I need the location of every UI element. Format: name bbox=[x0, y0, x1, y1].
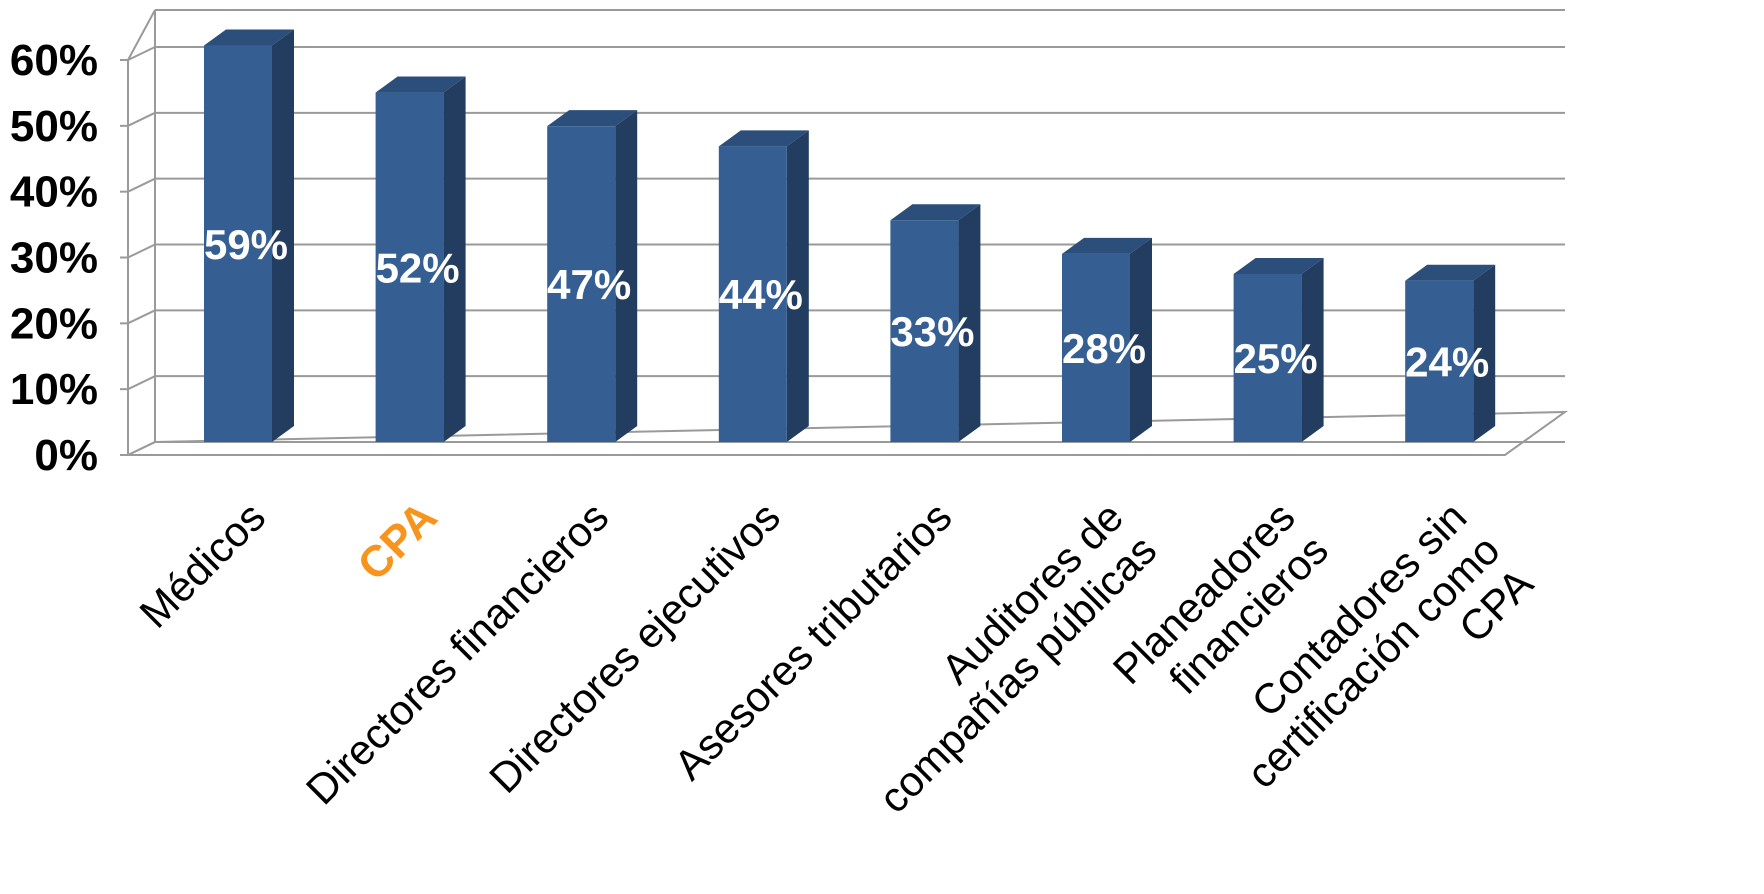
y-tick-label: 60% bbox=[10, 36, 98, 85]
floor-outline bbox=[127, 410, 1569, 456]
bar-2: 47% bbox=[547, 110, 638, 442]
y-tick-label: 30% bbox=[10, 234, 98, 283]
gridline-side bbox=[127, 309, 156, 325]
gridline-side bbox=[127, 46, 156, 61]
x-category-label-line: Directores ejecutivos bbox=[480, 493, 789, 802]
x-category-label: Directores ejecutivos bbox=[480, 493, 789, 802]
bar-side-face bbox=[1301, 258, 1324, 442]
data-label: 47% bbox=[547, 261, 631, 308]
gridline-side bbox=[127, 177, 156, 193]
bar-top-face bbox=[1233, 258, 1324, 274]
bar-top-face bbox=[547, 110, 638, 127]
y-tick-label: 20% bbox=[10, 299, 98, 348]
bar-side-face bbox=[443, 76, 466, 442]
bar-4: 33% bbox=[890, 204, 981, 442]
x-category-label-line: Médicos bbox=[130, 493, 274, 637]
bar-3: 44% bbox=[719, 130, 809, 442]
data-label: 44% bbox=[719, 271, 803, 318]
y-tick-label: 50% bbox=[10, 102, 98, 151]
data-label: 33% bbox=[890, 308, 974, 355]
data-label: 24% bbox=[1405, 338, 1489, 385]
side-wall-top-edge bbox=[127, 9, 156, 61]
bar-top-face bbox=[375, 76, 466, 93]
bar-front-face bbox=[1062, 253, 1130, 442]
y-tick-label: 40% bbox=[10, 168, 98, 217]
x-category-label: Médicos bbox=[130, 493, 274, 637]
bar-top-face bbox=[718, 130, 809, 147]
y-tick-label: 0% bbox=[34, 431, 98, 480]
bar-front-face bbox=[375, 92, 444, 442]
bars: 59% 52% 47% 44% 33% 28% 25% 24% bbox=[204, 29, 1496, 443]
bar-front-face bbox=[547, 126, 616, 442]
bar-top-face bbox=[1405, 264, 1496, 281]
bar-top-face bbox=[890, 204, 981, 221]
grid-layer bbox=[120, 9, 1569, 456]
bar-side-face bbox=[1130, 237, 1152, 442]
gridline-side bbox=[127, 243, 156, 259]
data-label: 59% bbox=[204, 221, 288, 268]
bar-top-face bbox=[204, 29, 294, 46]
bar-front-face bbox=[1233, 274, 1302, 442]
gridline-side bbox=[127, 375, 156, 391]
bar-front-face bbox=[718, 146, 787, 442]
bar-side-face bbox=[1473, 264, 1496, 442]
gridline-side bbox=[127, 111, 156, 127]
bar-front-face bbox=[890, 220, 959, 442]
data-label: 28% bbox=[1062, 325, 1146, 372]
x-category-label: Directores financieros bbox=[297, 493, 617, 813]
bar-5: 28% bbox=[1062, 237, 1152, 442]
y-axis-ticks: 0% 10% 20% 30% 40% 50% 60% bbox=[10, 36, 98, 480]
bar-top-face bbox=[1062, 237, 1152, 254]
data-label: 52% bbox=[376, 244, 460, 291]
x-category-label-line: Directores financieros bbox=[297, 493, 617, 813]
x-category-label: CPA bbox=[348, 492, 446, 590]
y-tick-label: 10% bbox=[10, 365, 98, 414]
bar-side-face bbox=[272, 29, 294, 443]
x-category-label-line: CPA bbox=[348, 492, 446, 590]
data-label: 25% bbox=[1234, 335, 1318, 382]
bar-side-face bbox=[958, 204, 981, 442]
bar-1: 52% bbox=[375, 76, 466, 442]
bar-6: 25% bbox=[1234, 258, 1324, 442]
bar-0: 59% bbox=[204, 29, 294, 443]
bar-side-face bbox=[615, 110, 638, 442]
bar-7: 24% bbox=[1405, 264, 1496, 442]
bar-front-face bbox=[204, 45, 272, 443]
bar-side-face bbox=[786, 130, 809, 442]
bar-front-face bbox=[1405, 280, 1474, 442]
